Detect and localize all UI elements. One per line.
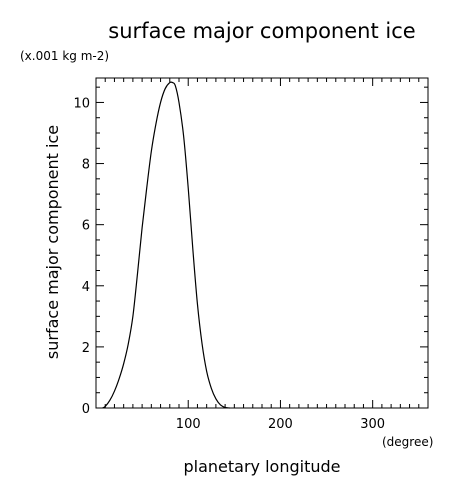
- series-line: [102, 81, 230, 409]
- y-axis-label: surface major component ice: [43, 125, 62, 359]
- y-tick-label: 10: [73, 96, 90, 111]
- y-tick-label: 4: [82, 280, 90, 295]
- x-tick-label: 200: [268, 417, 293, 432]
- y-tick-label: 0: [82, 402, 90, 417]
- x-axis-tick-labels: 100 200 300: [176, 417, 385, 432]
- plot-frame: [95, 77, 429, 409]
- y-tick-label: 6: [82, 219, 90, 234]
- y-tick-label: 8: [82, 158, 90, 173]
- x-tick-label: 100: [176, 417, 201, 432]
- x-axis-ticks: [104, 78, 420, 408]
- chart-title: surface major component ice: [108, 19, 415, 43]
- x-units-label: (degree): [382, 435, 433, 449]
- y-axis-ticks: [96, 86, 428, 394]
- y-tick-label: 2: [82, 341, 90, 356]
- y-axis-tick-labels: 0 2 4 6 8 10: [73, 96, 90, 417]
- x-tick-label: 300: [360, 417, 385, 432]
- x-axis-label: planetary longitude: [184, 457, 341, 476]
- units-label: (x.001 kg m-2): [20, 49, 109, 63]
